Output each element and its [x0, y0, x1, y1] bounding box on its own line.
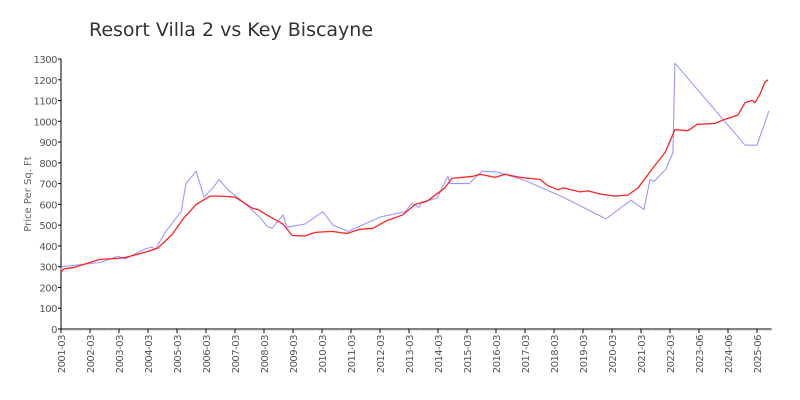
axes: 0 100 200 300 400 500 600 700 800 900 1000 1100 1200…	[34, 55, 772, 373]
y-tick-label: 900	[39, 138, 57, 149]
x-tick-label: 2023-06	[695, 335, 706, 373]
series-group	[60, 62, 770, 273]
x-tick-label: 2016-03	[492, 335, 503, 373]
y-tick-label: 800	[39, 159, 57, 170]
x-tick-label: 2011-03	[347, 335, 358, 373]
y-tick-label: 400	[39, 242, 57, 253]
x-tick-label: 2018-03	[550, 335, 561, 373]
y-tick-label: 1000	[34, 117, 58, 128]
y-tick-label: 700	[39, 180, 57, 191]
y-tick-label: 0	[51, 325, 57, 336]
series-line-key-biscayne	[60, 79, 769, 273]
y-tick-label: 100	[39, 304, 57, 315]
y-tick-label: 1200	[34, 76, 58, 87]
x-tick-label: 2024-06	[724, 335, 735, 373]
x-tick-label: 2013-03	[405, 335, 416, 373]
x-tick-label: 2001-03	[57, 335, 68, 373]
x-tick-label: 2022-03	[666, 335, 677, 373]
x-tick-label: 2003-03	[115, 335, 126, 373]
series-line-resort-villa-2	[60, 62, 770, 270]
x-tick-label: 2020-03	[608, 335, 619, 373]
x-tick-label: 2005-03	[173, 335, 184, 373]
y-tick-label: 300	[39, 263, 57, 274]
x-tick-label: 2021-03	[637, 335, 648, 373]
y-tick-label: 500	[39, 221, 57, 232]
x-tick-label: 2014-03	[434, 335, 445, 373]
x-tick-label: 2012-03	[376, 335, 387, 373]
y-axis-label: Price Per Sq. Ft	[23, 156, 34, 231]
chart-title: Resort Villa 2 vs Key Biscayne	[89, 19, 373, 41]
x-tick-label: 2025-06	[753, 335, 764, 373]
x-tick-label: 2009-03	[289, 335, 300, 373]
x-tick-label: 2006-03	[202, 335, 213, 373]
y-tick-label: 1100	[34, 97, 58, 108]
x-tick-label: 2015-03	[463, 335, 474, 373]
y-tick-label: 600	[39, 200, 57, 211]
x-tick-label: 2007-03	[231, 335, 242, 373]
x-tick-label: 2008-03	[260, 335, 271, 373]
y-tick-label: 1300	[34, 55, 58, 66]
x-tick-label: 2010-03	[318, 335, 329, 373]
x-tick-label: 2004-03	[144, 335, 155, 373]
y-tick-label: 200	[39, 283, 57, 294]
x-tick-label: 2002-03	[86, 335, 97, 373]
x-tick-label: 2019-03	[579, 335, 590, 373]
x-tick-label: 2017-03	[521, 335, 532, 373]
